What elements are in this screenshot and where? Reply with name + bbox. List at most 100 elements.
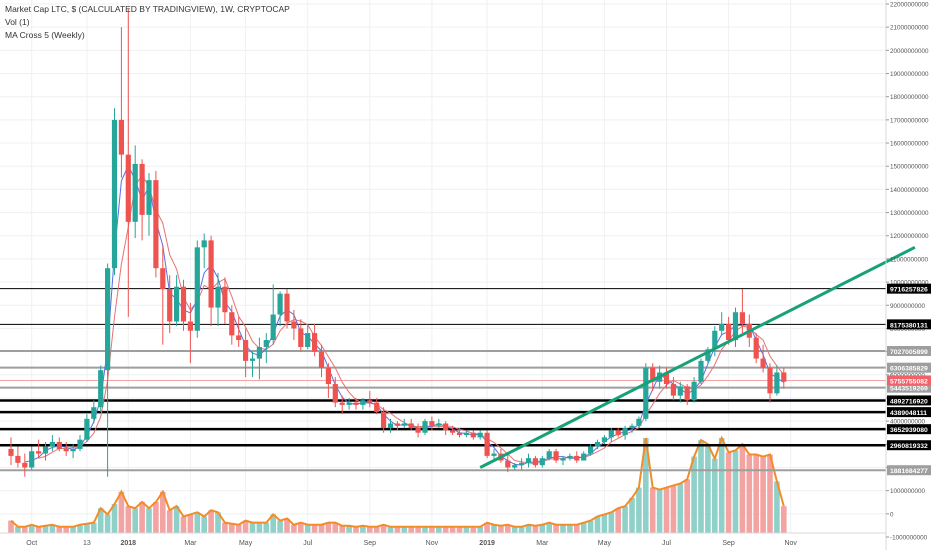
volume-bar — [353, 526, 359, 533]
price-tick-label: 11000000000 — [890, 256, 929, 263]
volume-bar — [146, 508, 152, 533]
candle-body — [42, 446, 49, 454]
candle — [15, 446, 21, 468]
volume-bar — [166, 510, 173, 533]
candle-body — [105, 268, 111, 371]
candle — [353, 397, 359, 410]
volume-bar — [781, 506, 787, 533]
volume-legend[interactable]: Vol (1) — [5, 17, 30, 27]
candle — [29, 446, 35, 470]
level-label: 3652939080 — [890, 427, 928, 434]
candle — [684, 384, 690, 405]
candle — [525, 453, 532, 468]
chart-title[interactable]: Market Cap LTC, $ (CALCULATED BY TRADING… — [5, 4, 290, 14]
volume-bar — [187, 514, 194, 533]
ma-legend[interactable]: MA Cross 5 (Weekly) — [5, 30, 85, 40]
chart-legend: Market Cap LTC, $ (CALCULATED BY TRADING… — [5, 3, 290, 42]
candle — [174, 275, 180, 327]
volume-bar — [35, 526, 42, 533]
candle-body — [325, 367, 331, 385]
volume-bar — [394, 526, 401, 533]
candle — [270, 284, 276, 345]
candle-body — [429, 421, 435, 426]
volume-bar — [511, 526, 518, 533]
candle — [519, 458, 525, 470]
volume-bar — [553, 524, 559, 533]
candle — [732, 307, 739, 347]
volume-bar — [718, 438, 725, 533]
volume-bar — [222, 522, 228, 533]
candle — [105, 263, 111, 477]
time-tick-label: Sep — [722, 540, 735, 547]
volume-bar — [235, 524, 242, 533]
candle-body — [318, 351, 325, 368]
candle — [698, 358, 704, 385]
volume-bar — [608, 512, 615, 533]
candle — [229, 305, 235, 345]
candle-body — [125, 154, 131, 222]
candle — [663, 367, 670, 389]
candle-body — [36, 451, 42, 454]
volume-bar — [153, 502, 159, 533]
volume-bar — [422, 526, 428, 533]
candle — [539, 455, 545, 468]
candle-body — [98, 370, 104, 408]
candle — [243, 328, 249, 378]
candle-body — [249, 358, 256, 361]
candle — [125, 8, 131, 317]
volume-bar — [746, 454, 753, 533]
candle — [553, 448, 559, 463]
volume-bar — [739, 444, 746, 533]
candle — [256, 337, 262, 380]
price-tick-label: 0 — [890, 511, 894, 518]
candle-body — [236, 335, 242, 341]
candle-body — [519, 462, 525, 466]
volume-ma-line — [10, 435, 785, 528]
time-tick-label: 2019 — [479, 540, 495, 547]
candle — [215, 272, 221, 327]
volume-bar — [477, 526, 483, 533]
volume-bar — [367, 526, 373, 533]
time-tick-label: Mar — [184, 540, 197, 547]
candle — [443, 421, 449, 436]
volume-bar — [194, 512, 201, 533]
volume-bar — [574, 524, 580, 533]
level-label: 2960819332 — [890, 443, 928, 450]
volume-bar — [498, 525, 504, 533]
candle-body — [470, 432, 476, 438]
volume-bar — [470, 526, 477, 533]
volume-bar — [767, 454, 773, 533]
candle — [774, 365, 780, 396]
price-tick-label: 12000000000 — [890, 233, 929, 240]
candle-body — [132, 163, 138, 222]
volume-bar — [567, 524, 573, 533]
candle — [422, 418, 428, 436]
candle-body — [381, 411, 387, 429]
volume-bar — [28, 524, 35, 533]
candle-body — [698, 360, 704, 382]
candle — [574, 451, 580, 463]
volume-bar — [97, 508, 104, 533]
candle-body — [29, 451, 35, 468]
candle-body — [8, 448, 14, 456]
candle-body — [456, 432, 463, 436]
level-label: 4892716920 — [890, 398, 928, 405]
candle-body — [70, 448, 76, 452]
price-tick-label: 16000000000 — [890, 141, 929, 148]
time-tick-label: Mar — [536, 540, 549, 547]
volume-bar — [8, 520, 14, 533]
volume-bar — [263, 522, 270, 533]
candle-body — [111, 119, 118, 269]
candle — [767, 363, 773, 403]
time-axis: Oct 13 2018 Mar May Jul Sep Nov 2019 Mar May Jul Sep… — [0, 532, 886, 547]
candle — [42, 441, 49, 461]
candle — [339, 395, 345, 415]
candle — [56, 437, 62, 452]
candle-body — [719, 323, 725, 331]
candle — [622, 425, 628, 440]
volume-bar — [256, 522, 263, 533]
volume-bar — [518, 526, 525, 533]
candle-body — [312, 333, 318, 352]
candle — [374, 397, 380, 415]
